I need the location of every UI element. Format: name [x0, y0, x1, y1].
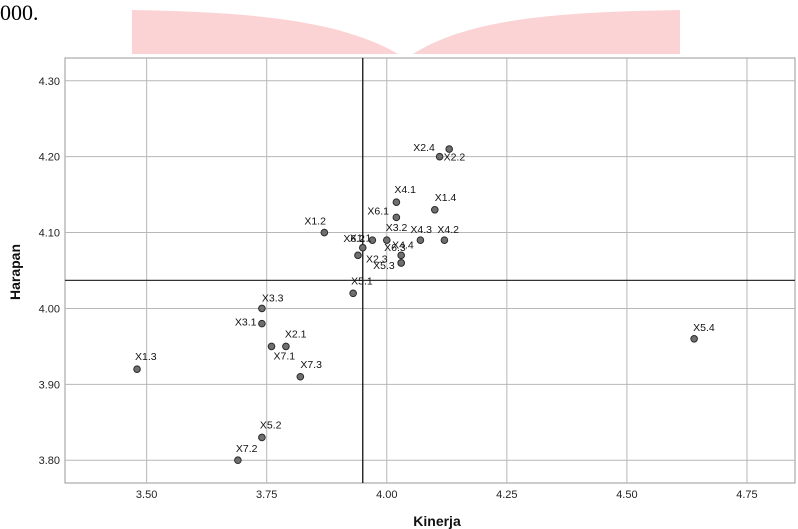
x-tick-label: 4.75 [736, 489, 757, 501]
data-point [354, 251, 362, 260]
data-point [267, 342, 276, 351]
x-tick-label: 3.75 [256, 489, 277, 501]
plot-border [64, 57, 796, 484]
point-label: X4.2 [437, 224, 459, 236]
data-point [431, 205, 439, 214]
point-label: X1.2 [304, 216, 326, 228]
decorative-ribbon [132, 10, 680, 54]
point-labels: X1.1 X1.2 X1.3 X1.4 X2.1 X2.2 X2.3 X2.4 X3.1 X3.2… [135, 142, 715, 455]
data-point [282, 342, 290, 351]
x-axis-title: Kinerja [413, 513, 461, 529]
data-point [445, 145, 454, 153]
data-point [358, 243, 367, 252]
data-point [382, 236, 391, 244]
y-tick-label: 3.90 [39, 379, 60, 391]
data-point [392, 213, 401, 222]
point-label: X4.3 [410, 224, 432, 236]
x-tick-label: 3.50 [136, 489, 157, 501]
point-label: X5.2 [260, 419, 282, 431]
data-point [258, 433, 266, 442]
point-label: X4.4 [392, 239, 414, 251]
data-point [133, 365, 141, 373]
data-point [320, 228, 329, 237]
data-point [234, 456, 242, 465]
point-label: X2.3 [366, 253, 388, 265]
data-point [397, 259, 405, 267]
y-tick-label: 4.20 [39, 152, 60, 164]
point-label: X7.3 [300, 359, 322, 371]
data-point [690, 335, 698, 343]
data-points [133, 145, 698, 465]
data-point [435, 152, 444, 161]
point-label: X2.2 [444, 152, 466, 164]
point-label: X4.1 [394, 184, 416, 196]
grid-lines [65, 58, 795, 483]
data-point [368, 236, 377, 244]
data-point [416, 236, 425, 244]
plot-area [64, 57, 796, 484]
y-tick-label: 4.30 [39, 76, 60, 88]
y-tick-label: 4.00 [39, 303, 60, 315]
point-label: X5.4 [693, 322, 715, 334]
point-label: X7.1 [274, 350, 296, 362]
x-tick-label: 4.00 [376, 489, 397, 501]
point-label: X1.3 [135, 351, 157, 363]
point-label: X1.4 [435, 192, 457, 204]
y-tick-label: 3.80 [39, 455, 60, 467]
data-point [392, 198, 401, 206]
point-label: X3.3 [262, 292, 284, 304]
x-axis-ticks: 3.50 3.75 4.00 4.25 4.50 4.75 [136, 489, 758, 501]
point-label: X2.4 [413, 142, 435, 154]
x-tick-label: 4.50 [616, 489, 637, 501]
data-point [258, 319, 266, 328]
data-point [296, 372, 305, 381]
point-label: X6.3 [384, 242, 406, 254]
data-point [397, 251, 405, 260]
point-label: X6.2 [343, 233, 365, 245]
point-label: X7.2 [236, 443, 258, 455]
point-label: X5.1 [351, 275, 373, 287]
point-label: X3.2 [386, 222, 408, 234]
y-axis-ticks: 3.80 3.90 4.00 4.10 4.20 4.30 [39, 76, 60, 467]
page-fragment-text: 000. [0, 0, 39, 25]
point-label: X2.1 [285, 328, 307, 340]
point-label: X6.1 [367, 205, 389, 217]
y-tick-label: 4.10 [39, 228, 60, 240]
point-label: X5.3 [373, 260, 395, 272]
x-tick-label: 4.25 [496, 489, 517, 501]
data-point [440, 236, 449, 244]
data-point [258, 304, 266, 313]
y-axis-title: Harapan [7, 244, 23, 300]
point-label: X3.1 [235, 317, 257, 329]
reference-lines [65, 58, 795, 483]
data-point [349, 289, 357, 298]
point-label: X1.1 [350, 233, 372, 245]
